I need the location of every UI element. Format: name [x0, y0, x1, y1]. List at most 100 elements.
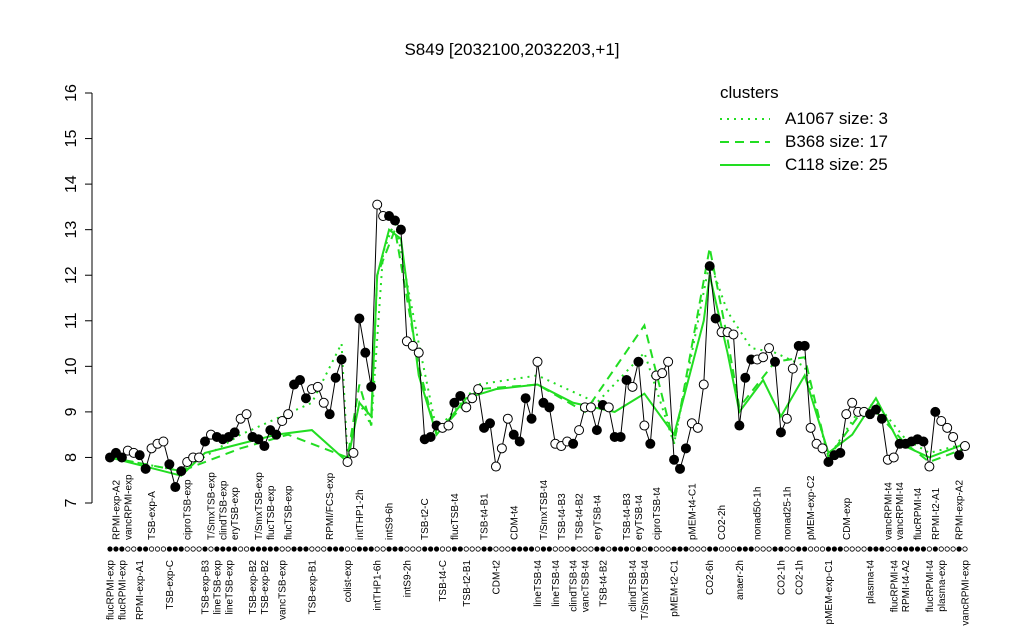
- x-tick-label: pMEM-t2-C1: [670, 560, 681, 617]
- rug-dot: [618, 546, 624, 552]
- data-point: [158, 436, 169, 447]
- data-point: [526, 413, 537, 424]
- rug-dot: [825, 546, 832, 552]
- data-point: [591, 425, 602, 436]
- rug-dot: [606, 546, 612, 552]
- data-point: [639, 420, 650, 431]
- data-point: [876, 413, 887, 424]
- x-tick-label: vancRPMI-t4: [883, 482, 894, 540]
- rug-dot: [540, 546, 547, 552]
- rug-dot: [267, 546, 273, 552]
- rug-dot: [920, 546, 927, 552]
- data-point: [318, 397, 329, 408]
- data-point: [514, 436, 525, 447]
- data-point: [413, 347, 424, 358]
- data-point: [740, 372, 751, 383]
- x-tick-label: ciproTSB-t4: [652, 487, 663, 540]
- data-point: [271, 429, 282, 440]
- rug-dot: [463, 546, 469, 552]
- data-point: [283, 409, 294, 420]
- x-tick-label: vancRPMI-exp: [123, 474, 134, 540]
- rug-dot: [232, 546, 238, 552]
- data-point: [704, 261, 715, 272]
- rug-dot: [897, 546, 903, 552]
- rug-dot: [891, 546, 897, 552]
- rug-dot: [867, 546, 873, 552]
- rug-dot: [635, 546, 642, 552]
- y-tick-label: 7: [63, 498, 80, 507]
- rug-dot: [297, 546, 303, 552]
- x-tick-label: clindTSB-t4: [628, 560, 639, 612]
- rug-dot: [772, 546, 778, 552]
- x-tick-label: plasma-exp: [937, 560, 948, 612]
- y-tick-label: 10: [63, 357, 80, 375]
- rug-dot: [356, 546, 362, 552]
- data-point: [259, 441, 270, 452]
- rug-dot: [398, 546, 404, 552]
- rug-dot: [641, 546, 647, 552]
- data-point: [485, 418, 495, 429]
- data-point: [360, 347, 371, 358]
- rug-dot: [784, 546, 790, 552]
- rug-dot: [137, 546, 143, 552]
- x-tick-label: T/SmxTSB-t4: [539, 480, 550, 540]
- x-tick-label: RPMI-t4-A2: [901, 560, 912, 613]
- rug-dot: [796, 546, 802, 552]
- x-tick-label: flucTSB-exp: [266, 485, 277, 540]
- data-point: [888, 452, 899, 463]
- x-tick-label: nonad50-1h: [753, 487, 764, 540]
- rug-dot: [552, 546, 558, 552]
- rug-dot: [950, 546, 956, 552]
- data-point: [960, 441, 970, 452]
- rug-dot: [433, 546, 440, 552]
- x-tick-label: nonad25-1h: [782, 487, 793, 540]
- legend-label: A1067 size: 3: [785, 109, 888, 128]
- rug-dot: [665, 546, 671, 552]
- x-tick-label: intTHP1-6h: [373, 560, 384, 611]
- data-point: [669, 454, 680, 465]
- rug-dot: [445, 546, 452, 552]
- x-tick-label: pMEM-exp-C2: [806, 475, 817, 540]
- data-point: [770, 356, 780, 367]
- data-point: [390, 215, 400, 226]
- rug-dot: [285, 546, 291, 552]
- rug-dot: [855, 546, 861, 552]
- rug-dot: [956, 546, 962, 552]
- rug-dot: [154, 546, 161, 552]
- data-point: [645, 438, 656, 449]
- rug-dot: [701, 546, 707, 552]
- data-point: [520, 393, 531, 404]
- x-tick-label: vancTSB-t4: [581, 560, 592, 613]
- rug-dot: [926, 546, 932, 552]
- rug-dot: [623, 546, 630, 552]
- rug-dot: [107, 546, 113, 552]
- x-tick-label: CDM-t2: [491, 560, 502, 595]
- data-point: [675, 463, 685, 474]
- rug-dot: [416, 546, 422, 552]
- data-point: [532, 356, 543, 367]
- data-point: [342, 457, 353, 467]
- rug-dot: [119, 546, 125, 552]
- rug-dot: [600, 546, 606, 552]
- data-point: [698, 379, 709, 390]
- x-tick-label: flucRPMI-exp: [106, 560, 117, 620]
- data-point: [229, 427, 240, 438]
- legend-title: clusters: [720, 83, 779, 102]
- x-tick-label: RPMI-exp-A2: [111, 480, 122, 540]
- rug-dot: [190, 546, 196, 552]
- data-point: [324, 409, 335, 420]
- data-point: [870, 404, 881, 415]
- rug-dot: [707, 546, 713, 552]
- data-point: [140, 463, 151, 474]
- x-tick-label: T/SmxTSB-exp: [206, 472, 217, 540]
- cluster-line: [109, 227, 966, 477]
- rug-dot: [113, 546, 119, 552]
- data-point: [170, 482, 181, 493]
- rug-dot: [908, 546, 915, 552]
- rug-dot: [736, 546, 742, 552]
- rug-dot: [766, 546, 772, 552]
- rug-dot: [457, 546, 463, 552]
- x-tick-label: intS9-2h: [402, 560, 413, 597]
- rug-dot: [754, 546, 760, 552]
- x-tick-label: lineTSB-t4: [533, 560, 544, 607]
